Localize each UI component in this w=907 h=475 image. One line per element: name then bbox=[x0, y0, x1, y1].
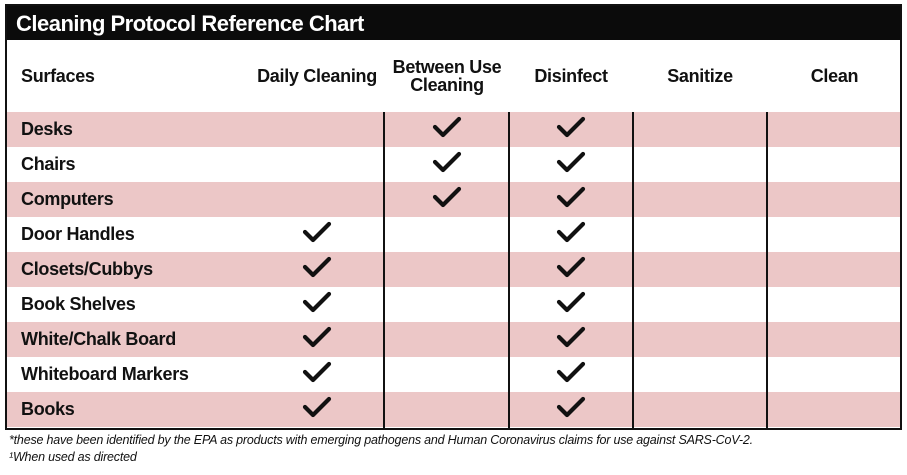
cell-sanitize bbox=[633, 357, 767, 392]
checkmark-icon bbox=[556, 326, 586, 353]
checkmark-icon bbox=[432, 116, 462, 143]
surface-label: Chairs bbox=[21, 154, 76, 174]
cell-clean bbox=[767, 252, 902, 287]
surface-label: Whiteboard Markers bbox=[21, 364, 189, 384]
column-divider bbox=[632, 112, 634, 428]
cell-disinfect bbox=[509, 392, 633, 427]
surface-label: Desks bbox=[21, 119, 73, 139]
cell-sanitize bbox=[633, 252, 767, 287]
cell-between bbox=[384, 287, 510, 322]
cell-disinfect bbox=[509, 112, 633, 147]
chart-title: Cleaning Protocol Reference Chart bbox=[7, 6, 900, 40]
cell-clean bbox=[767, 322, 902, 357]
column-divider bbox=[383, 112, 385, 428]
cell-between bbox=[384, 392, 510, 427]
column-header-clean: Clean bbox=[810, 66, 859, 86]
surface-label: Book Shelves bbox=[21, 294, 136, 314]
cell-between bbox=[384, 182, 510, 217]
table-row: Closets/Cubbys bbox=[7, 252, 900, 287]
cell-disinfect bbox=[509, 147, 633, 182]
cell-daily bbox=[255, 182, 379, 217]
table-body: Desks Chairs Computers Door Handles Closets/… bbox=[7, 112, 900, 427]
cell-daily bbox=[255, 112, 379, 147]
cell-sanitize bbox=[633, 182, 767, 217]
cell-between bbox=[384, 147, 510, 182]
column-header-disinfect: Disinfect bbox=[534, 66, 608, 86]
column-header-between: Between Use Cleaning bbox=[392, 57, 502, 95]
cell-clean bbox=[767, 182, 902, 217]
checkmark-icon bbox=[556, 256, 586, 283]
column-header-surfaces: Surfaces bbox=[21, 66, 95, 86]
cell-daily bbox=[255, 217, 379, 252]
checkmark-icon bbox=[556, 221, 586, 248]
table-row: Books bbox=[7, 392, 900, 427]
surface-label: Door Handles bbox=[21, 224, 135, 244]
column-header-sanitize: Sanitize bbox=[667, 66, 733, 86]
checkmark-icon bbox=[432, 186, 462, 213]
cell-daily bbox=[255, 357, 379, 392]
cell-clean bbox=[767, 147, 902, 182]
checkmark-icon bbox=[432, 151, 462, 178]
checkmark-icon bbox=[556, 151, 586, 178]
cell-disinfect bbox=[509, 217, 633, 252]
cell-daily bbox=[255, 322, 379, 357]
cell-sanitize bbox=[633, 392, 767, 427]
table-row: White/Chalk Board bbox=[7, 322, 900, 357]
checkmark-icon bbox=[556, 361, 586, 388]
cell-between bbox=[384, 112, 510, 147]
checkmark-icon bbox=[302, 256, 332, 283]
cell-daily bbox=[255, 147, 379, 182]
checkmark-icon bbox=[556, 116, 586, 143]
footnote-epa: *these have been identified by the EPA a… bbox=[9, 433, 753, 447]
cell-sanitize bbox=[633, 287, 767, 322]
column-divider bbox=[766, 112, 768, 428]
cell-sanitize bbox=[633, 322, 767, 357]
cell-disinfect bbox=[509, 322, 633, 357]
table-row: Chairs bbox=[7, 147, 900, 182]
cell-clean bbox=[767, 357, 902, 392]
surface-label: Computers bbox=[21, 189, 114, 209]
cell-clean bbox=[767, 217, 902, 252]
cell-between bbox=[384, 357, 510, 392]
cell-sanitize bbox=[633, 217, 767, 252]
cell-between bbox=[384, 252, 510, 287]
checkmark-icon bbox=[302, 221, 332, 248]
surface-label: Closets/Cubbys bbox=[21, 259, 153, 279]
cell-between bbox=[384, 322, 510, 357]
table-row: Whiteboard Markers bbox=[7, 357, 900, 392]
cell-disinfect bbox=[509, 252, 633, 287]
cell-daily bbox=[255, 392, 379, 427]
column-divider bbox=[508, 112, 510, 428]
cell-clean bbox=[767, 392, 902, 427]
cell-disinfect bbox=[509, 357, 633, 392]
cell-daily bbox=[255, 252, 379, 287]
cell-disinfect bbox=[509, 287, 633, 322]
cell-sanitize bbox=[633, 147, 767, 182]
table-header: Surfaces Daily Cleaning Between Use Cleani… bbox=[7, 40, 900, 112]
surface-label: White/Chalk Board bbox=[21, 329, 176, 349]
checkmark-icon bbox=[302, 361, 332, 388]
table-row: Book Shelves bbox=[7, 287, 900, 322]
table-row: Computers bbox=[7, 182, 900, 217]
cell-sanitize bbox=[633, 112, 767, 147]
checkmark-icon bbox=[302, 291, 332, 318]
cell-clean bbox=[767, 287, 902, 322]
footnote-directed: ¹When used as directed bbox=[9, 450, 137, 464]
column-header-daily: Daily Cleaning bbox=[257, 66, 377, 86]
checkmark-icon bbox=[302, 396, 332, 423]
checkmark-icon bbox=[556, 186, 586, 213]
cell-between bbox=[384, 217, 510, 252]
surface-label: Books bbox=[21, 399, 75, 419]
checkmark-icon bbox=[556, 396, 586, 423]
cell-daily bbox=[255, 287, 379, 322]
cell-clean bbox=[767, 112, 902, 147]
cell-disinfect bbox=[509, 182, 633, 217]
checkmark-icon bbox=[302, 326, 332, 353]
table-row: Desks bbox=[7, 112, 900, 147]
table-row: Door Handles bbox=[7, 217, 900, 252]
chart-frame: Cleaning Protocol Reference Chart Surfac… bbox=[5, 4, 902, 430]
checkmark-icon bbox=[556, 291, 586, 318]
